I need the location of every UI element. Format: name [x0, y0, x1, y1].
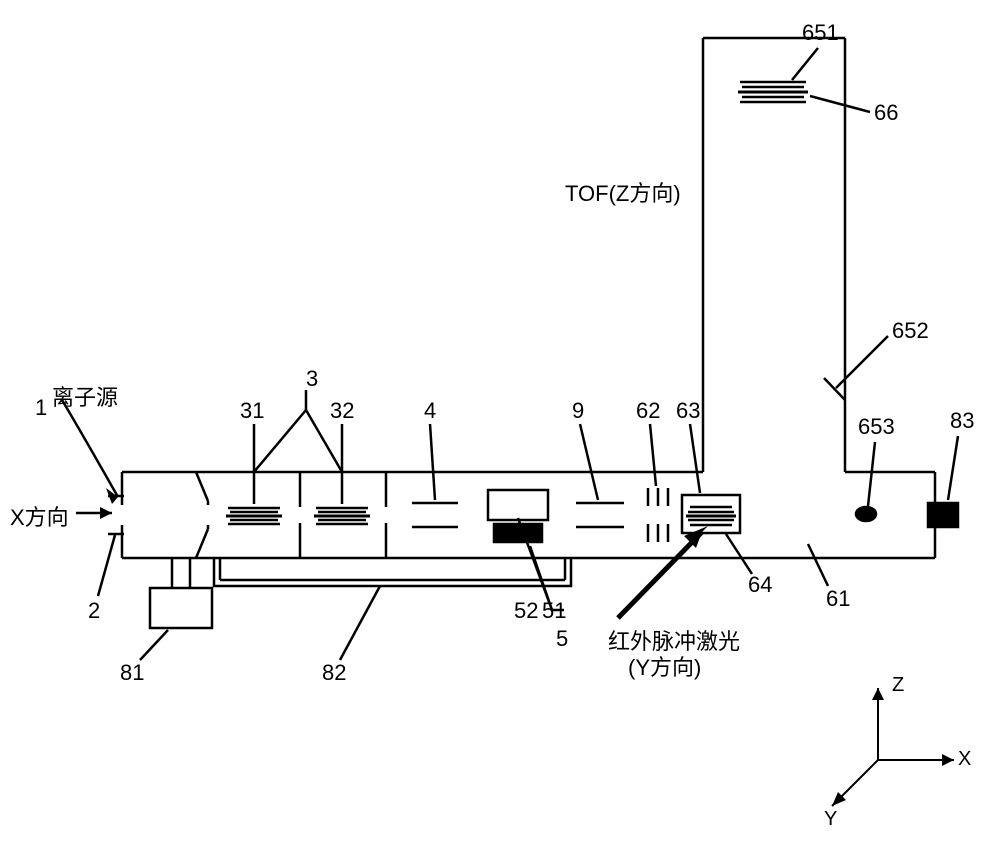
label-1: 1: [35, 395, 47, 421]
axis-y-label: Y: [824, 808, 837, 831]
label-x-direction: X方向: [10, 500, 69, 532]
label-5: 5: [556, 626, 568, 652]
label-9: 9: [572, 398, 584, 424]
label-3: 3: [306, 366, 318, 392]
label-ir-laser-2: (Y方向): [628, 650, 701, 682]
axis-z-label: Z: [892, 674, 904, 697]
label-82: 82: [322, 660, 346, 686]
label-66: 66: [874, 100, 898, 126]
label-62: 62: [636, 398, 660, 424]
label-2: 2: [88, 598, 100, 624]
label-51: 51: [542, 598, 566, 624]
label-ion-source: 离子源: [52, 380, 118, 412]
label-652: 652: [892, 318, 929, 344]
label-81: 81: [120, 660, 144, 686]
label-31: 31: [240, 398, 264, 424]
label-tof-z: TOF(Z方向): [565, 176, 681, 208]
label-4: 4: [424, 398, 436, 424]
label-83: 83: [950, 408, 974, 434]
diagram-svg: [0, 0, 1000, 846]
axis-x-label: X: [958, 748, 971, 771]
label-64: 64: [748, 572, 772, 598]
label-651: 651: [802, 20, 839, 46]
label-61: 61: [826, 586, 850, 612]
label-63: 63: [676, 398, 700, 424]
label-52: 52: [514, 598, 538, 624]
label-32: 32: [330, 398, 354, 424]
label-653: 653: [858, 414, 895, 440]
